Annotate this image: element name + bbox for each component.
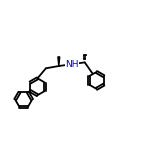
Text: NH: NH [65, 60, 79, 69]
Polygon shape [58, 57, 60, 66]
